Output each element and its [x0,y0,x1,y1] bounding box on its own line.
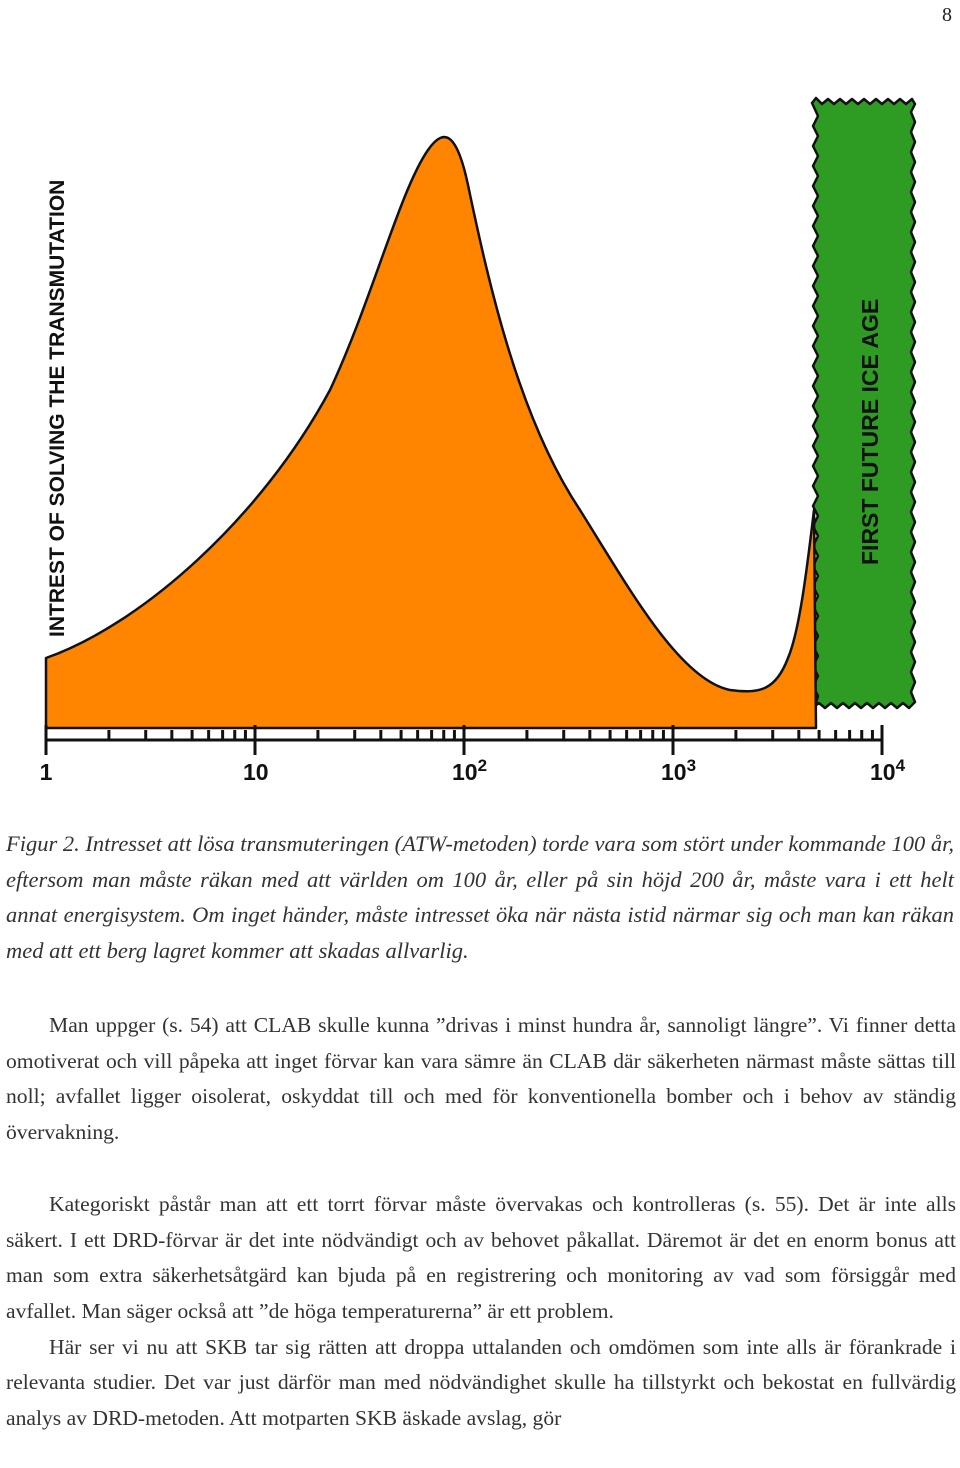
interest-figure: 1 10 102 103 104 INTREST OF SOLVING THE TRAN… [40,96,917,785]
x-tick-label: 102 [452,756,487,785]
x-axis-tick-labels: 1 10 102 103 104 [40,756,906,785]
page-number: 8 [942,4,952,26]
paragraph: Här ser vi nu att SKB tar sig rätten att… [6,1334,956,1431]
ice-age-band-label: FIRST FUTURE ICE AGE [857,299,883,565]
ice-age-band [810,96,917,710]
x-tick-label: 103 [661,756,696,785]
paragraph: Man uppger (s. 54) att CLAB skulle kunna… [6,1013,956,1145]
x-axis [44,725,884,755]
y-axis-label: INTREST OF SOLVING THE TRANSMUTATION [46,180,69,637]
body-text: Man uppger (s. 54) att CLAB skulle kunna… [6,1008,956,1437]
x-tick-label: 104 [870,756,906,785]
paragraph: Kategoriskt påstår man att ett torrt för… [6,1191,956,1323]
x-tick-label: 1 [40,759,53,785]
figure-caption: Figur 2. Intresset att lösa transmuterin… [6,831,954,963]
x-tick-label: 10 [243,759,269,785]
interest-curve [44,135,818,730]
